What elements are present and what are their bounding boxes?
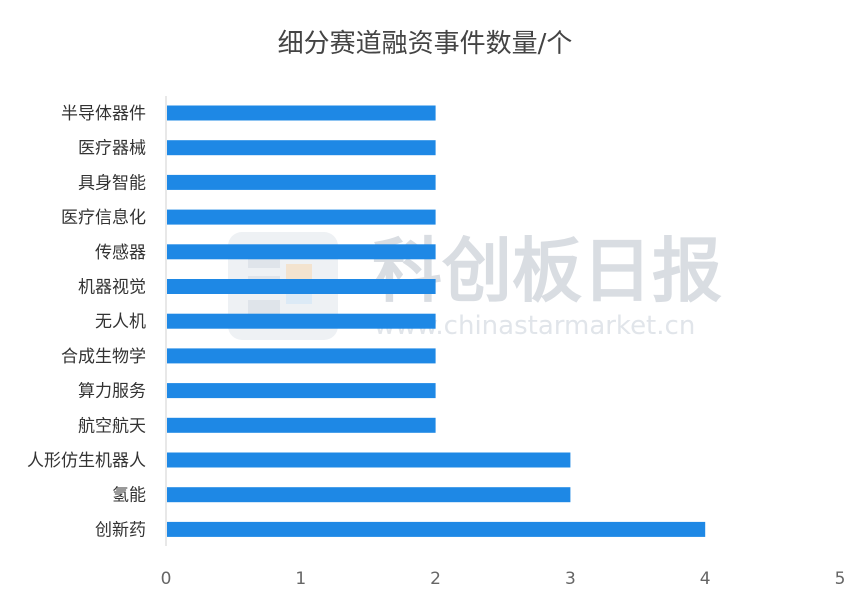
x-tick-label: 2 xyxy=(430,569,441,589)
chart-title: 细分赛道融资事件数量/个 xyxy=(278,29,573,59)
category-label: 医疗器械 xyxy=(78,139,146,159)
category-label: 传感器 xyxy=(95,243,146,263)
x-tick-label: 3 xyxy=(565,569,576,589)
bar xyxy=(167,487,571,503)
category-label: 医疗信息化 xyxy=(61,208,146,228)
bar xyxy=(167,417,436,433)
bar xyxy=(167,140,436,156)
bar xyxy=(167,279,436,294)
watermark-logo-block xyxy=(286,264,312,280)
x-tick-label: 4 xyxy=(700,569,711,589)
watermark-logo-block xyxy=(248,300,280,316)
bar xyxy=(167,383,436,399)
bar xyxy=(167,105,436,121)
bar xyxy=(167,313,436,329)
x-tick-label: 1 xyxy=(295,569,306,589)
category-label: 无人机 xyxy=(95,312,146,332)
bar xyxy=(167,348,436,364)
bar xyxy=(167,209,436,225)
category-label: 半导体器件 xyxy=(61,104,146,124)
bar xyxy=(167,521,706,537)
x-tick-label: 0 xyxy=(161,569,172,589)
category-label: 合成生物学 xyxy=(61,347,146,367)
category-label: 机器视觉 xyxy=(78,278,146,298)
category-label: 航空航天 xyxy=(78,416,146,436)
bars-group xyxy=(167,105,706,537)
category-label: 具身智能 xyxy=(78,173,146,193)
watermark-text: 科创板日报 xyxy=(372,230,722,312)
bar xyxy=(167,452,571,468)
bar xyxy=(167,244,436,260)
x-tick-labels: 0 1 2 3 4 5 xyxy=(161,569,846,589)
category-label: 氢能 xyxy=(112,486,146,506)
category-labels: 半导体器件医疗器械具身智能医疗信息化传感器机器视觉无人机合成生物学算力服务航空航… xyxy=(27,104,146,540)
bar xyxy=(167,174,436,190)
x-tick-label: 5 xyxy=(835,569,846,589)
category-label: 人形仿生机器人 xyxy=(27,451,146,471)
category-label: 算力服务 xyxy=(78,382,146,402)
category-label: 创新药 xyxy=(95,520,146,540)
